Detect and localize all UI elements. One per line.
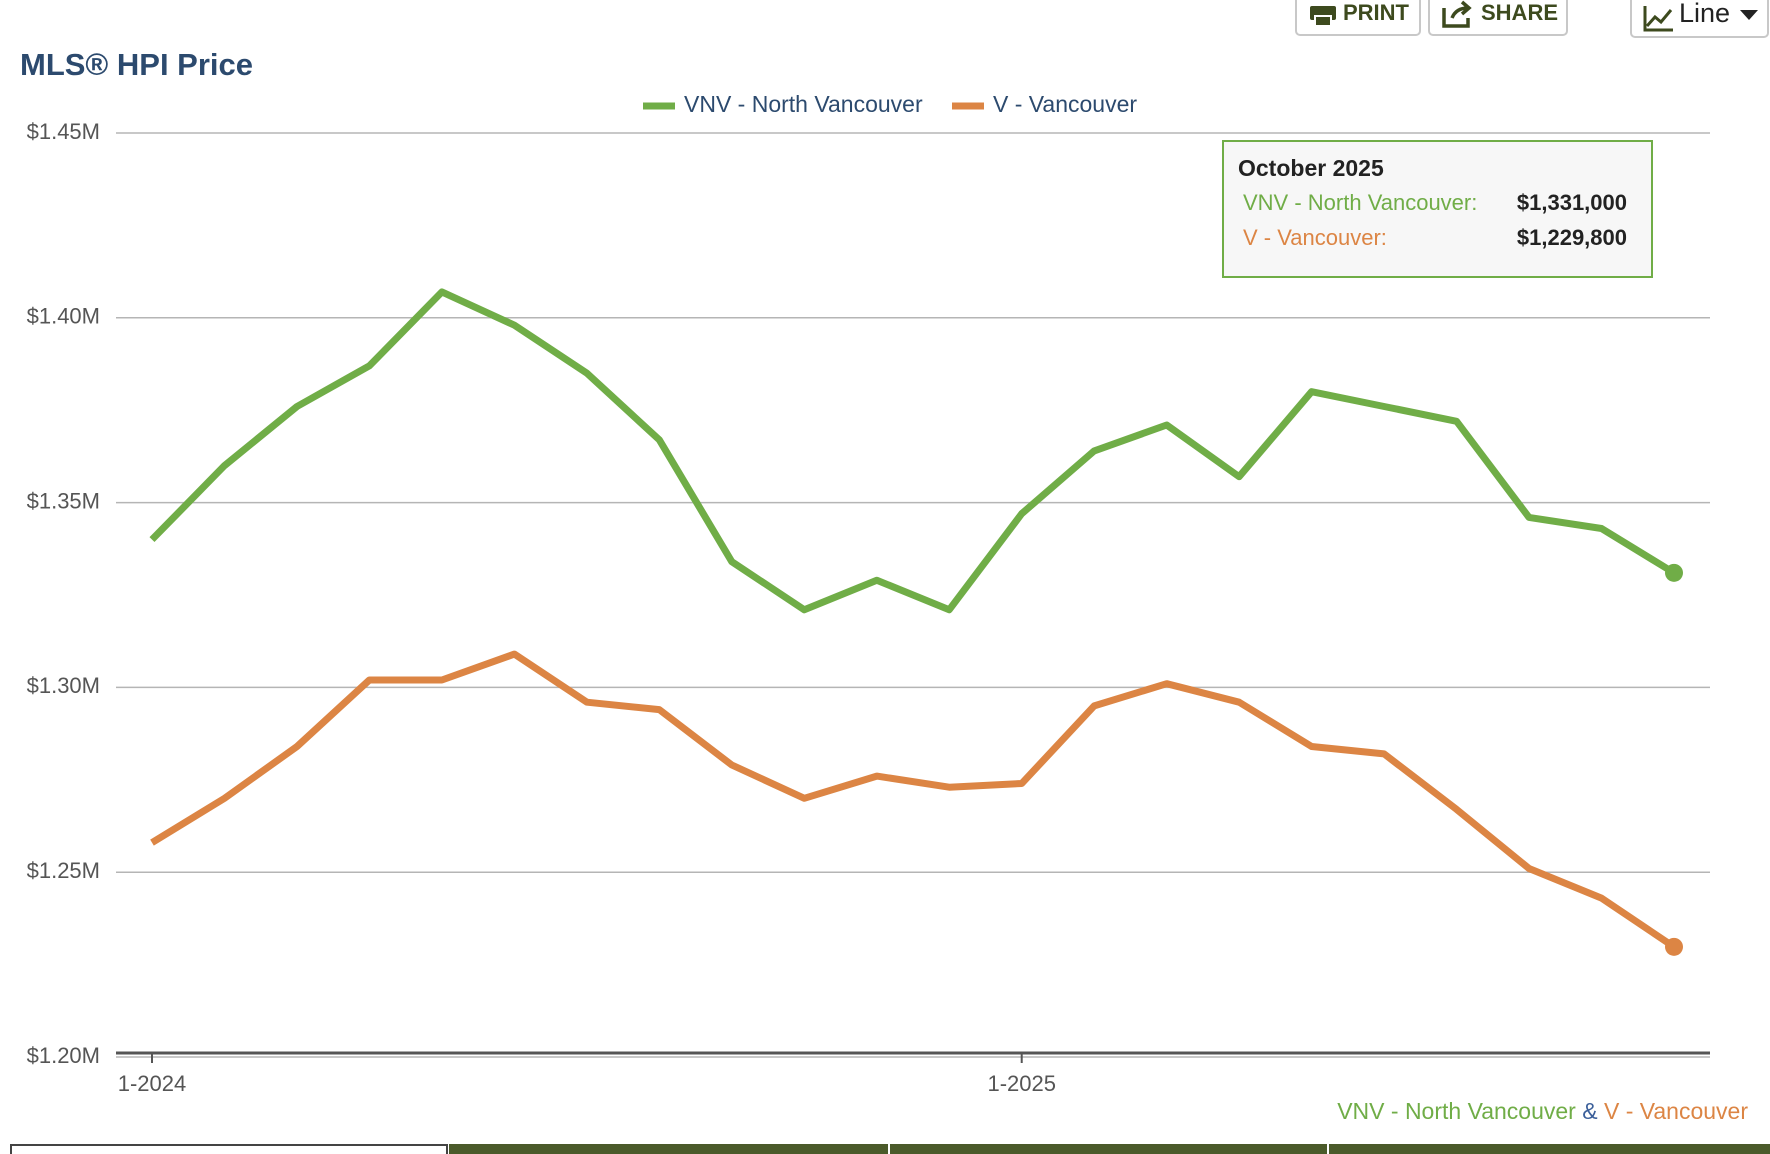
view-dropdown[interactable]: Line <box>1630 0 1769 38</box>
x-tick-label: 1-2025 <box>987 1071 1056 1096</box>
tooltip-box <box>1222 140 1653 278</box>
tooltip-title: October 2025 <box>1238 155 1384 181</box>
plot-area: $1.20M $1.25M $1.30M $1.35M $1.40M $1.45M 1-20… <box>27 91 1710 1096</box>
x-tick-label: 1-2024 <box>118 1071 187 1096</box>
dropdown-arrow <box>1740 10 1758 20</box>
share-label: SHARE <box>1481 0 1558 25</box>
tooltip: October 2025 VNV - North Vancouver: $1,3… <box>1222 140 1653 278</box>
series-line <box>149 288 1676 614</box>
tooltip-name: VNV - North Vancouver: <box>1243 190 1477 215</box>
print-icon-paper <box>1314 15 1332 27</box>
footer-caption: VNV - North Vancouver & V - Vancouver <box>1337 1098 1748 1124</box>
y-tick-label: $1.25M <box>27 858 100 883</box>
tab[interactable] <box>1329 1144 1770 1154</box>
y-tick-label: $1.35M <box>27 488 100 513</box>
highlight-point <box>1665 563 1683 582</box>
tab[interactable] <box>890 1144 1327 1154</box>
legend-label: VNV - North Vancouver <box>684 91 923 117</box>
button-frame <box>1630 0 1769 38</box>
series-line <box>150 650 1676 950</box>
tab[interactable] <box>10 1144 448 1154</box>
share-icon <box>1442 0 1472 28</box>
y-tick-label: $1.45M <box>27 119 100 144</box>
tab[interactable] <box>449 1144 888 1154</box>
highlight-point <box>1665 937 1683 956</box>
tooltip-value: $1,229,800 <box>1517 225 1627 250</box>
print-button[interactable]: PRINT <box>1295 0 1421 36</box>
footer-part: VNV - North Vancouver <box>1337 1098 1576 1124</box>
y-tick-label: $1.20M <box>27 1043 100 1068</box>
print-label: PRINT <box>1343 0 1410 25</box>
tooltip-name: V - Vancouver: <box>1243 225 1387 250</box>
tooltip-value: $1,331,000 <box>1517 190 1627 215</box>
y-tick-label: $1.40M <box>27 304 100 329</box>
y-tick-label: $1.30M <box>27 673 100 698</box>
footer-part: & <box>1582 1098 1597 1124</box>
footer-part: V - Vancouver <box>1604 1098 1748 1124</box>
legend-label: V - Vancouver <box>993 91 1137 117</box>
share-button[interactable]: SHARE <box>1428 0 1568 36</box>
line-icon <box>1643 6 1673 32</box>
chart-title: MLS® HPI Price <box>20 47 253 82</box>
view-label: Line <box>1679 0 1730 28</box>
